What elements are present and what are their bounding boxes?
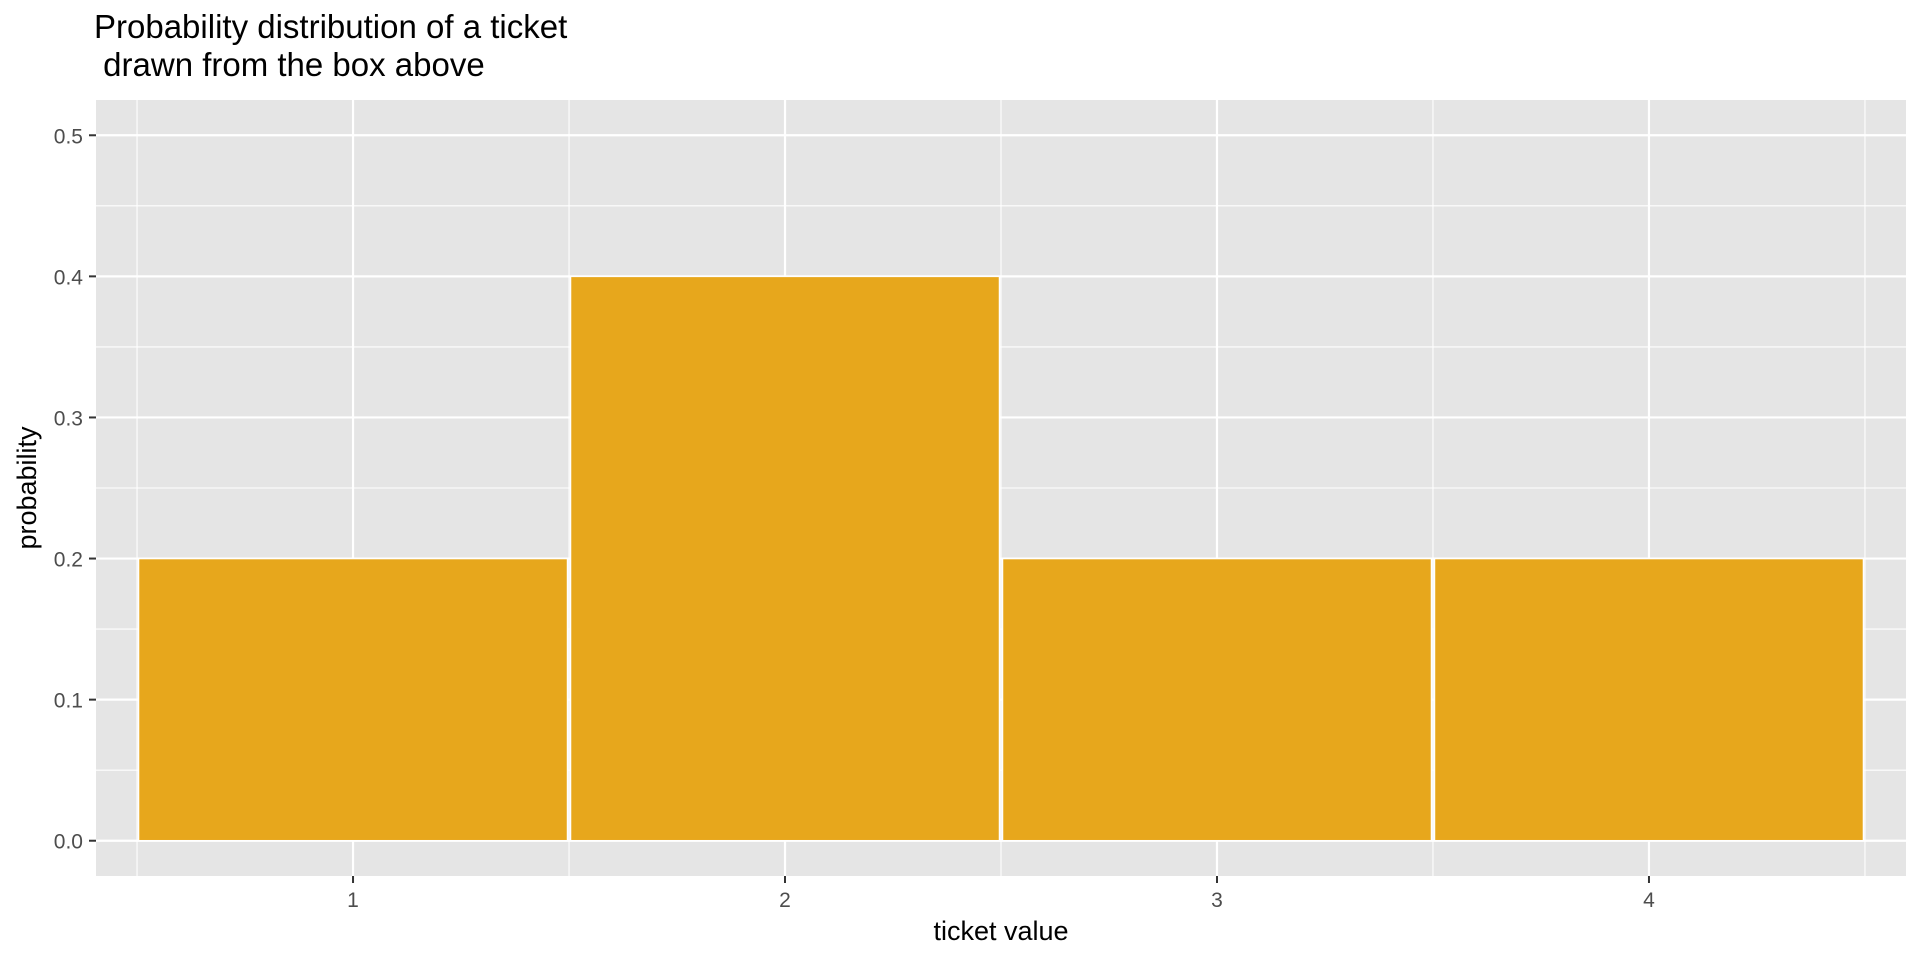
- bar-2: [569, 275, 1001, 842]
- chart-title: Probability distribution of a ticket dra…: [94, 8, 568, 83]
- y-axis-title: probability: [12, 426, 42, 550]
- x-tick-label: 4: [1643, 889, 1655, 912]
- y-tick-label: 0.3: [54, 407, 83, 430]
- y-tick-label: 0.1: [54, 690, 83, 713]
- bar-3: [1001, 557, 1433, 842]
- y-axis: 0.0 0.1 0.2 0.3 0.4 0.5: [54, 125, 96, 854]
- y-tick-label: 0.5: [54, 125, 83, 148]
- y-tick-label: 0.0: [54, 831, 83, 854]
- y-tick-label: 0.4: [54, 266, 84, 289]
- x-tick-label: 3: [1211, 889, 1223, 912]
- bar-1: [137, 557, 569, 842]
- bar-4: [1433, 557, 1865, 842]
- x-axis-title: ticket value: [933, 916, 1068, 946]
- x-axis: 1 2 3 4: [347, 876, 1655, 912]
- x-tick-label: 2: [779, 889, 791, 912]
- x-tick-label: 1: [347, 889, 359, 912]
- bars: [137, 275, 1865, 842]
- y-tick-label: 0.2: [54, 549, 83, 572]
